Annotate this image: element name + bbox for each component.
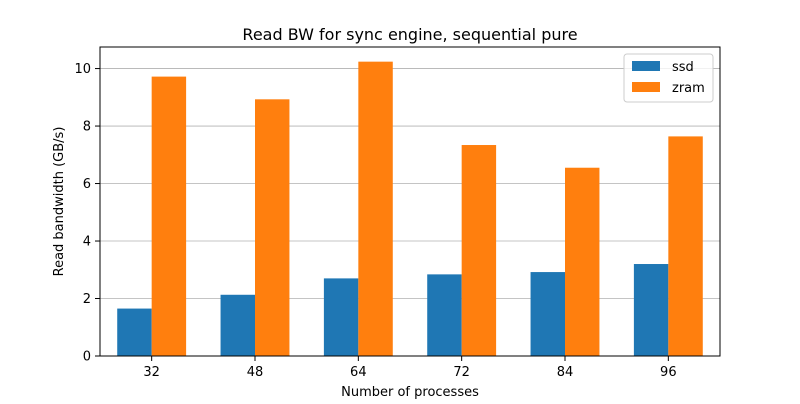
bar-zram-32 [151, 76, 187, 357]
bar-zram-96 [668, 136, 703, 356]
x-tick-label: 72 [453, 365, 470, 380]
y-tick-label: 6 [83, 177, 91, 192]
y-axis-label: Read bandwidth (GB/s) [52, 127, 67, 277]
y-tick-label: 4 [83, 235, 91, 250]
x-axis: 32 48 64 72 84 96 [143, 356, 677, 380]
bar-ssd-32 [117, 308, 152, 356]
bar-zram-48 [255, 99, 290, 356]
chart-title: Read BW for sync engine, sequential pure [242, 25, 577, 44]
legend-label-ssd: ssd [672, 60, 694, 75]
x-tick-label: 64 [350, 365, 367, 380]
bar-zram-72 [461, 145, 497, 356]
bar-zram-84 [565, 167, 600, 356]
x-tick-label: 84 [557, 365, 574, 380]
bar-ssd-96 [633, 264, 669, 356]
x-tick-label: 48 [247, 365, 264, 380]
x-tick-label: 32 [143, 365, 160, 380]
y-tick-label: 10 [74, 62, 91, 77]
y-tick-label: 0 [83, 350, 91, 365]
bar-ssd-64 [323, 278, 359, 356]
legend: ssd zram [623, 53, 714, 103]
bar-ssd-84 [530, 272, 565, 356]
legend-label-zram: zram [672, 81, 705, 96]
x-axis-label: Number of processes [341, 385, 479, 400]
bars [117, 61, 703, 357]
x-tick-label: 96 [660, 365, 677, 380]
bar-ssd-72 [427, 274, 462, 356]
legend-swatch-ssd [632, 61, 660, 71]
y-axis: 0 2 4 6 8 10 [74, 62, 100, 365]
y-tick-label: 8 [83, 120, 91, 135]
bar-zram-64 [358, 61, 393, 356]
y-tick-label: 2 [83, 292, 91, 307]
grid-lines [100, 68, 720, 357]
bar-ssd-48 [220, 294, 255, 356]
legend-swatch-zram [632, 82, 660, 92]
plot-frame [99, 46, 721, 357]
